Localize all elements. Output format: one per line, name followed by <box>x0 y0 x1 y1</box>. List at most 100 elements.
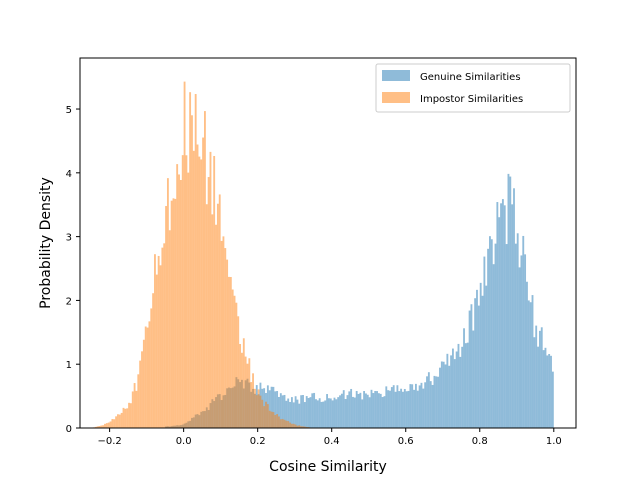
histogram-bar <box>307 398 310 428</box>
histogram-bar <box>337 397 340 428</box>
histogram-bar <box>105 423 108 428</box>
x-tick-label: −0.2 <box>97 436 121 447</box>
histogram-bar <box>481 295 484 428</box>
histogram-bar <box>261 399 264 428</box>
histogram-bar <box>507 173 510 428</box>
histogram-bar <box>505 244 508 428</box>
y-tick-label: 1 <box>66 360 72 371</box>
histogram-bar <box>255 395 258 428</box>
histogram-bar <box>126 408 129 428</box>
histogram-bar <box>472 330 475 428</box>
histogram-bar <box>283 394 286 428</box>
histogram-bar <box>374 391 377 428</box>
histogram-bar <box>131 391 134 428</box>
histogram-bar <box>365 393 367 428</box>
histogram-bar <box>154 254 156 428</box>
histogram-bar <box>281 395 284 428</box>
histogram-bar <box>102 425 105 428</box>
histogram-bar <box>163 243 166 428</box>
y-axis-ticks: 0 1 2 3 4 5 <box>66 105 80 435</box>
histogram-bar <box>474 298 477 428</box>
histogram-bar <box>246 363 249 428</box>
histogram-bar <box>252 373 254 428</box>
histogram-bar <box>333 397 336 428</box>
histogram-bar <box>366 394 369 428</box>
histogram-bar <box>518 267 521 428</box>
histogram-bar <box>268 390 271 428</box>
histogram-bar <box>159 265 162 428</box>
histogram-bar <box>440 361 443 428</box>
histogram-bar <box>422 388 425 428</box>
histogram-bar <box>287 398 290 428</box>
histogram-bar <box>292 423 295 428</box>
histogram-bar <box>191 115 193 428</box>
histogram-bar <box>117 414 119 428</box>
histogram-bar <box>450 355 452 428</box>
legend-swatch-genuine <box>382 70 410 81</box>
histogram-bar <box>411 384 414 428</box>
histogram-bar <box>407 390 410 428</box>
histogram-bar <box>383 396 386 428</box>
x-tick-label: 0.8 <box>472 436 488 447</box>
histogram-bar <box>348 391 351 428</box>
histogram-bar <box>452 348 454 428</box>
histogram-bar <box>352 396 354 428</box>
histogram-bar <box>166 178 169 428</box>
histogram-bar <box>526 281 528 428</box>
x-axis-ticks: −0.2 0.0 0.2 0.4 0.6 0.8 1.0 <box>97 428 562 447</box>
histogram-bar <box>402 391 404 428</box>
histogram-bar <box>489 236 491 428</box>
histogram-bar <box>218 194 221 428</box>
histogram-bar <box>529 302 532 428</box>
histogram-bar <box>96 426 99 428</box>
histogram-bar <box>229 276 232 428</box>
histogram-bar <box>152 293 155 428</box>
histogram-bar <box>266 404 269 428</box>
histogram-bar <box>339 395 341 428</box>
histogram-bar <box>98 426 101 428</box>
histogram-bar <box>115 416 118 428</box>
histogram-bar <box>485 285 488 428</box>
histogram-bar <box>394 391 397 428</box>
histogram-bar <box>283 419 286 428</box>
histogram-bar <box>420 382 423 428</box>
histogram-bar <box>551 371 554 428</box>
histogram-bar <box>431 384 434 428</box>
histogram-bar <box>413 389 415 428</box>
histogram-bar <box>363 391 366 428</box>
histogram-bar <box>302 395 304 428</box>
histogram-bar <box>311 393 314 428</box>
histogram-bar <box>550 355 552 428</box>
histogram-bar <box>448 365 451 428</box>
x-tick-label: 1.0 <box>546 436 562 447</box>
histogram-bar <box>537 346 539 428</box>
histogram-bar <box>538 330 541 428</box>
histogram-bar <box>198 156 201 428</box>
histogram-bar <box>418 385 421 428</box>
histogram-bar <box>470 304 473 428</box>
histogram-bar <box>148 321 151 428</box>
x-tick-label: 0.4 <box>324 436 340 447</box>
histogram-bar <box>318 398 321 428</box>
histogram-bar <box>379 393 382 428</box>
histogram-bar <box>335 399 338 428</box>
histogram-bar <box>165 206 167 428</box>
histogram-bar <box>398 391 401 428</box>
histogram-bar <box>272 386 275 428</box>
histogram-bar <box>281 418 284 428</box>
histogram-bar <box>216 203 219 428</box>
histogram-bar <box>107 422 110 428</box>
histogram-bar <box>144 326 147 428</box>
histogram-bar <box>396 385 399 428</box>
histogram-bar <box>200 159 203 428</box>
histogram-bar <box>355 390 358 428</box>
histogram-bar <box>542 350 545 428</box>
plot-frame <box>79 57 577 429</box>
histogram-bar <box>141 351 143 428</box>
histogram-bar <box>357 393 360 428</box>
histogram-bar <box>376 391 378 428</box>
histogram-bar <box>146 327 149 428</box>
histogram-bar <box>276 414 279 428</box>
histogram-bar <box>326 394 328 428</box>
